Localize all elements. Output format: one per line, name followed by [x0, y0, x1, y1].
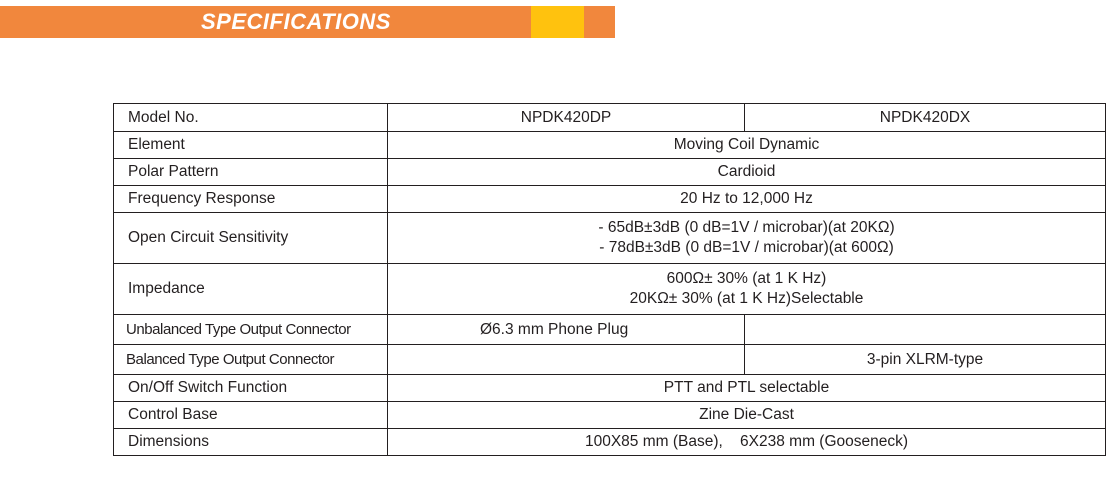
table-row: Model No. NPDK420DP NPDK420DX	[113, 103, 1106, 132]
control-base-value: Zine Die-Cast	[387, 401, 1106, 429]
impedance-line-20k: 20KΩ± 30% (at 1 K Hz)Selectable	[629, 290, 864, 307]
model-label: Model No.	[113, 103, 388, 132]
table-row: Dimensions 100X85 mm (Base), 6X238 mm (G…	[113, 428, 1106, 456]
unbalanced-connector-dx	[744, 314, 1106, 345]
table-row: Impedance 600Ω± 30% (at 1 K Hz) 20KΩ± 30…	[113, 263, 1106, 315]
impedance-value: 600Ω± 30% (at 1 K Hz) 20KΩ± 30% (at 1 K …	[387, 263, 1106, 315]
banner-accent-block	[531, 6, 584, 38]
dimensions-value: 100X85 mm (Base), 6X238 mm (Gooseneck)	[387, 428, 1106, 456]
frequency-response-value: 20 Hz to 12,000 Hz	[387, 185, 1106, 213]
dimensions-label: Dimensions	[113, 428, 388, 456]
table-row: On/Off Switch Function PTT and PTL selec…	[113, 374, 1106, 402]
control-base-label: Control Base	[113, 401, 388, 429]
polar-pattern-label: Polar Pattern	[113, 158, 388, 186]
model-npdk420dp: NPDK420DP	[387, 103, 745, 132]
impedance-label: Impedance	[113, 263, 388, 315]
table-row: Open Circuit Sensitivity - 65dB±3dB (0 d…	[113, 212, 1106, 264]
polar-pattern-value: Cardioid	[387, 158, 1106, 186]
balanced-connector-dx: 3-pin XLRM-type	[744, 344, 1106, 375]
model-npdk420dx: NPDK420DX	[744, 103, 1106, 132]
balanced-connector-label: Balanced Type Output Connector	[113, 344, 388, 375]
sensitivity-line-20k: - 65dB±3dB (0 dB=1V / microbar)(at 20KΩ)	[598, 219, 895, 236]
table-row: Frequency Response 20 Hz to 12,000 Hz	[113, 185, 1106, 213]
section-title: SPECIFICATIONS	[201, 9, 391, 34]
section-banner: SPECIFICATIONS	[0, 6, 615, 38]
element-value: Moving Coil Dynamic	[387, 131, 1106, 159]
sensitivity-value: - 65dB±3dB (0 dB=1V / microbar)(at 20KΩ)…	[387, 212, 1106, 264]
switch-function-value: PTT and PTL selectable	[387, 374, 1106, 402]
unbalanced-connector-dp: Ø6.3 mm Phone Plug	[387, 314, 745, 345]
table-row: Element Moving Coil Dynamic	[113, 131, 1106, 159]
balanced-connector-dp	[387, 344, 745, 375]
element-label: Element	[113, 131, 388, 159]
table-row: Balanced Type Output Connector 3-pin XLR…	[113, 344, 1106, 375]
table-row: Polar Pattern Cardioid	[113, 158, 1106, 186]
sensitivity-label: Open Circuit Sensitivity	[113, 212, 388, 264]
switch-function-label: On/Off Switch Function	[113, 374, 388, 402]
table-row: Control Base Zine Die-Cast	[113, 401, 1106, 429]
sensitivity-line-600: - 78dB±3dB (0 dB=1V / microbar)(at 600Ω)	[599, 239, 894, 256]
specifications-table: Model No. NPDK420DP NPDK420DX Element Mo…	[113, 103, 1106, 456]
table-row: Unbalanced Type Output Connector Ø6.3 mm…	[113, 314, 1106, 345]
frequency-response-label: Frequency Response	[113, 185, 388, 213]
impedance-line-600: 600Ω± 30% (at 1 K Hz)	[666, 270, 827, 287]
unbalanced-connector-label: Unbalanced Type Output Connector	[113, 314, 388, 345]
